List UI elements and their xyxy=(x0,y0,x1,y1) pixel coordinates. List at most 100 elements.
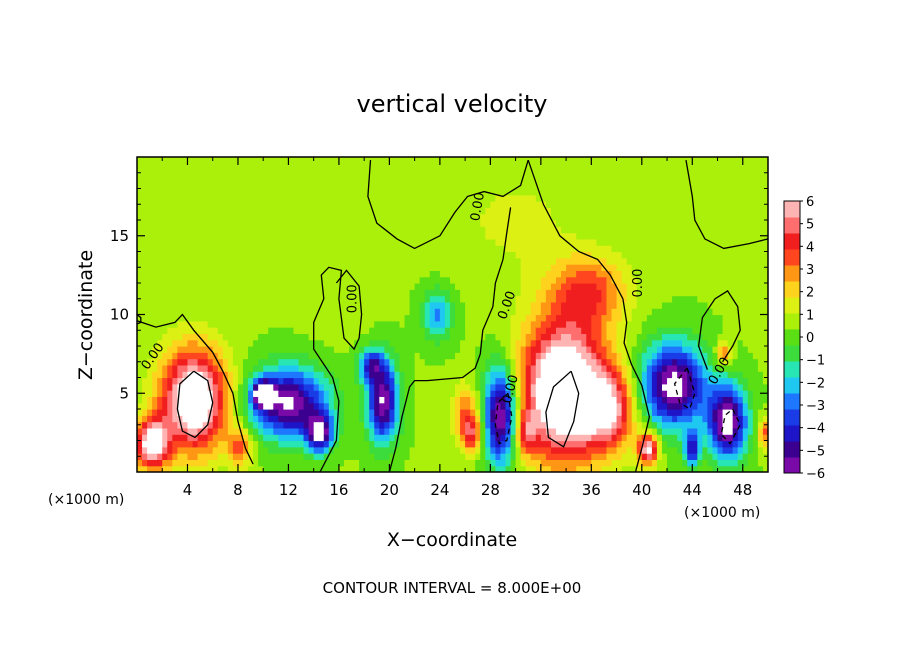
heatmap-cell xyxy=(419,276,426,284)
heatmap-cell xyxy=(475,220,481,227)
heatmap-cell xyxy=(364,232,370,240)
heatmap-cell xyxy=(561,270,567,278)
heatmap-cell xyxy=(167,358,173,366)
heatmap-cell xyxy=(359,352,365,360)
heatmap-cell xyxy=(611,163,618,171)
heatmap-cell xyxy=(636,333,643,341)
heatmap-cell xyxy=(389,339,396,347)
heatmap-cell xyxy=(480,390,486,397)
heatmap-cell xyxy=(384,421,390,429)
heatmap-cell xyxy=(566,371,572,379)
heatmap-cell xyxy=(596,320,603,328)
heatmap-cell xyxy=(273,415,279,423)
heatmap-cell xyxy=(338,453,345,460)
heatmap-cell xyxy=(343,213,350,221)
heatmap-cell xyxy=(172,201,178,208)
heatmap-cell xyxy=(162,270,168,278)
heatmap-cell xyxy=(399,289,406,297)
heatmap-cell xyxy=(455,465,461,472)
heatmap-cell xyxy=(480,270,486,278)
heatmap-cell xyxy=(601,220,608,227)
heatmap-cell xyxy=(364,226,370,234)
heatmap-cell xyxy=(500,283,507,290)
heatmap-cell xyxy=(611,270,618,278)
heatmap-cell xyxy=(429,201,436,208)
heatmap-cell xyxy=(616,364,623,372)
heatmap-cell xyxy=(510,163,517,171)
heatmap-cell xyxy=(455,283,461,290)
heatmap-cell xyxy=(530,339,537,347)
heatmap-cell xyxy=(248,295,254,303)
heatmap-cell xyxy=(389,333,396,341)
heatmap-cell xyxy=(359,358,365,366)
heatmap-cell xyxy=(581,175,587,183)
heatmap-cell xyxy=(263,465,269,472)
heatmap-cell xyxy=(369,333,375,341)
heatmap-cell xyxy=(611,465,618,472)
heatmap-cell xyxy=(202,314,209,322)
heatmap-cell xyxy=(460,220,466,227)
heatmap-cell xyxy=(495,339,502,347)
heatmap-cell xyxy=(460,346,466,353)
heatmap-cell xyxy=(212,358,219,366)
heatmap-cell xyxy=(550,314,557,322)
heatmap-cell xyxy=(404,346,411,353)
heatmap-cell xyxy=(561,339,567,347)
heatmap-cell xyxy=(389,226,396,234)
heatmap-cell xyxy=(212,169,219,177)
heatmap-cell xyxy=(555,320,562,328)
heatmap-cell xyxy=(444,175,451,183)
heatmap-cell xyxy=(631,339,638,347)
heatmap-cell xyxy=(495,434,502,442)
heatmap-cell xyxy=(424,358,431,366)
heatmap-cell xyxy=(253,157,259,164)
heatmap-cell xyxy=(308,251,315,259)
heatmap-cell xyxy=(465,409,471,416)
heatmap-cell xyxy=(576,383,582,391)
heatmap-cell xyxy=(137,383,143,391)
heatmap-cell xyxy=(404,301,411,309)
heatmap-cell xyxy=(298,295,305,303)
heatmap-cell xyxy=(621,251,628,259)
heatmap-cell xyxy=(177,289,184,297)
heatmap-cell xyxy=(555,346,562,353)
heatmap-cell xyxy=(137,459,143,467)
heatmap-cell xyxy=(535,182,542,190)
heatmap-cell xyxy=(495,402,502,410)
heatmap-cell xyxy=(535,308,542,316)
heatmap-cell xyxy=(621,220,628,227)
heatmap-cell xyxy=(152,232,158,240)
heatmap-cell xyxy=(465,333,471,341)
heatmap-cell xyxy=(384,377,390,385)
heatmap-cell xyxy=(248,251,254,259)
heatmap-cell xyxy=(192,446,199,454)
heatmap-cell xyxy=(147,465,153,472)
heatmap-cell xyxy=(354,314,360,322)
heatmap-cell xyxy=(601,364,608,372)
heatmap-cell xyxy=(561,320,567,328)
heatmap-cell xyxy=(293,289,300,297)
heatmap-cell xyxy=(545,264,552,271)
heatmap-cell xyxy=(465,339,471,347)
heatmap-cell xyxy=(258,377,264,385)
heatmap-cell xyxy=(227,327,234,334)
heatmap-cell xyxy=(248,226,254,234)
heatmap-cell xyxy=(147,396,153,404)
heatmap-cell xyxy=(232,301,239,309)
heatmap-cell xyxy=(328,358,335,366)
heatmap-cell xyxy=(555,364,562,372)
heatmap-cell xyxy=(248,415,254,423)
heatmap-cell xyxy=(591,308,597,316)
heatmap-cell xyxy=(237,295,244,303)
heatmap-cell xyxy=(525,333,532,341)
heatmap-cell xyxy=(616,251,623,259)
heatmap-cell xyxy=(369,276,375,284)
heatmap-cell xyxy=(182,396,189,404)
heatmap-cell xyxy=(278,383,284,391)
heatmap-cell xyxy=(596,364,603,372)
heatmap-cell xyxy=(399,226,406,234)
heatmap-cell xyxy=(485,175,491,183)
heatmap-cell xyxy=(601,390,608,397)
heatmap-cell xyxy=(409,390,416,397)
heatmap-cell xyxy=(303,238,310,246)
